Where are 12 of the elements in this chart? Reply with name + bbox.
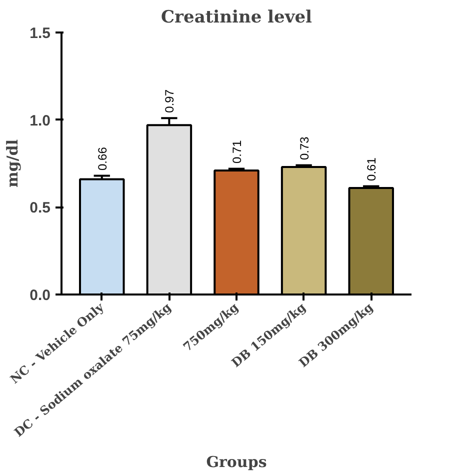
y-axis-title: mg/dl — [4, 139, 22, 188]
data-label: 0.97 — [162, 89, 177, 113]
data-label: 0.61 — [364, 157, 379, 181]
chart-title: Creatinine level — [161, 8, 313, 28]
data-label: 0.71 — [230, 140, 244, 164]
y-tick-label: 0.5 — [30, 200, 51, 217]
y-tick-label: 1.5 — [30, 25, 51, 42]
y-tick-label: 0.0 — [30, 287, 51, 304]
data-label: 0.73 — [297, 136, 312, 160]
data-label: 0.66 — [95, 146, 110, 170]
y-tick-label: 1.0 — [30, 112, 51, 130]
x-axis-title: Groups — [206, 453, 267, 472]
